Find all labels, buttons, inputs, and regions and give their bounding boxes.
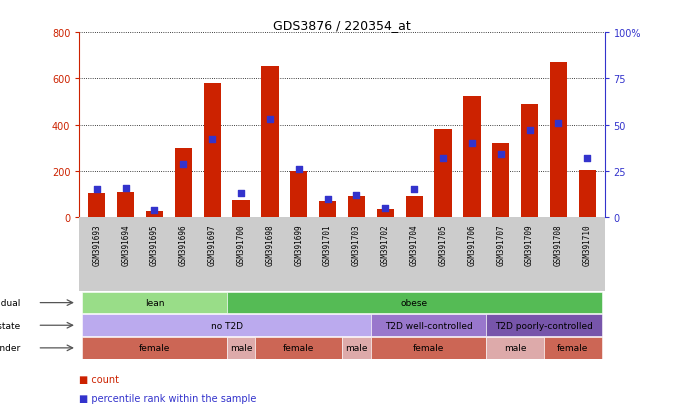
Bar: [550, 63, 567, 218]
Text: female: female: [557, 344, 589, 353]
Point: [380, 205, 391, 212]
Text: GSM391696: GSM391696: [179, 223, 188, 265]
Bar: [371, 315, 486, 336]
Bar: [544, 337, 602, 359]
Bar: [486, 337, 544, 359]
Text: disease state: disease state: [0, 321, 21, 330]
Point: [351, 192, 362, 199]
Point: [408, 187, 419, 193]
Bar: [261, 66, 278, 218]
Point: [553, 120, 564, 127]
Point: [207, 137, 218, 143]
Point: [322, 196, 333, 202]
Text: GSM391709: GSM391709: [525, 223, 534, 265]
Bar: [204, 84, 221, 218]
Text: gender: gender: [0, 344, 21, 353]
Point: [265, 116, 276, 123]
Text: GSM391706: GSM391706: [467, 223, 476, 265]
Point: [178, 161, 189, 167]
Bar: [290, 171, 307, 218]
Bar: [82, 292, 227, 314]
Point: [120, 185, 131, 192]
Text: female: female: [139, 344, 170, 353]
Bar: [146, 212, 163, 218]
Bar: [486, 315, 602, 336]
Bar: [578, 171, 596, 218]
Text: obese: obese: [401, 298, 428, 307]
Text: ■ percentile rank within the sample: ■ percentile rank within the sample: [79, 393, 257, 403]
Bar: [256, 337, 342, 359]
Point: [495, 152, 507, 158]
Bar: [342, 337, 371, 359]
Text: GSM391708: GSM391708: [554, 223, 563, 265]
Bar: [348, 197, 365, 218]
Text: GSM391704: GSM391704: [410, 223, 419, 265]
Text: GSM391700: GSM391700: [236, 223, 245, 265]
Bar: [319, 202, 337, 218]
Text: GSM391702: GSM391702: [381, 223, 390, 265]
Text: female: female: [283, 344, 314, 353]
Text: T2D well-controlled: T2D well-controlled: [385, 321, 473, 330]
Bar: [463, 97, 480, 218]
Point: [582, 155, 593, 162]
Text: GSM391707: GSM391707: [496, 223, 505, 265]
Point: [91, 187, 102, 193]
Text: male: male: [346, 344, 368, 353]
Text: GSM391703: GSM391703: [352, 223, 361, 265]
Point: [149, 207, 160, 214]
Point: [466, 140, 477, 147]
Text: individual: individual: [0, 298, 21, 307]
Text: ■ count: ■ count: [79, 374, 120, 384]
Bar: [227, 337, 256, 359]
Bar: [88, 193, 106, 218]
Bar: [82, 337, 227, 359]
Bar: [232, 200, 249, 218]
Bar: [521, 104, 538, 218]
Bar: [175, 148, 192, 218]
Bar: [492, 144, 509, 218]
Text: lean: lean: [144, 298, 164, 307]
Text: male: male: [504, 344, 527, 353]
Bar: [435, 130, 452, 218]
Bar: [117, 192, 134, 218]
Text: GSM391695: GSM391695: [150, 223, 159, 265]
Point: [437, 155, 448, 162]
Text: GSM391697: GSM391697: [208, 223, 217, 265]
Point: [524, 128, 535, 134]
Text: GSM391705: GSM391705: [439, 223, 448, 265]
Title: GDS3876 / 220354_at: GDS3876 / 220354_at: [273, 19, 411, 32]
Text: male: male: [230, 344, 252, 353]
Point: [293, 166, 304, 173]
Text: no T2D: no T2D: [211, 321, 243, 330]
Point: [236, 190, 247, 197]
Bar: [227, 292, 602, 314]
Bar: [371, 337, 486, 359]
Bar: [377, 210, 394, 218]
Text: GSM391701: GSM391701: [323, 223, 332, 265]
Text: female: female: [413, 344, 444, 353]
Text: GSM391710: GSM391710: [583, 223, 591, 265]
Text: GSM391698: GSM391698: [265, 223, 274, 265]
Bar: [406, 197, 423, 218]
Text: GSM391699: GSM391699: [294, 223, 303, 265]
Bar: [82, 315, 371, 336]
Text: T2D poorly-controlled: T2D poorly-controlled: [495, 321, 593, 330]
Text: GSM391693: GSM391693: [93, 223, 102, 265]
Text: GSM391694: GSM391694: [121, 223, 130, 265]
